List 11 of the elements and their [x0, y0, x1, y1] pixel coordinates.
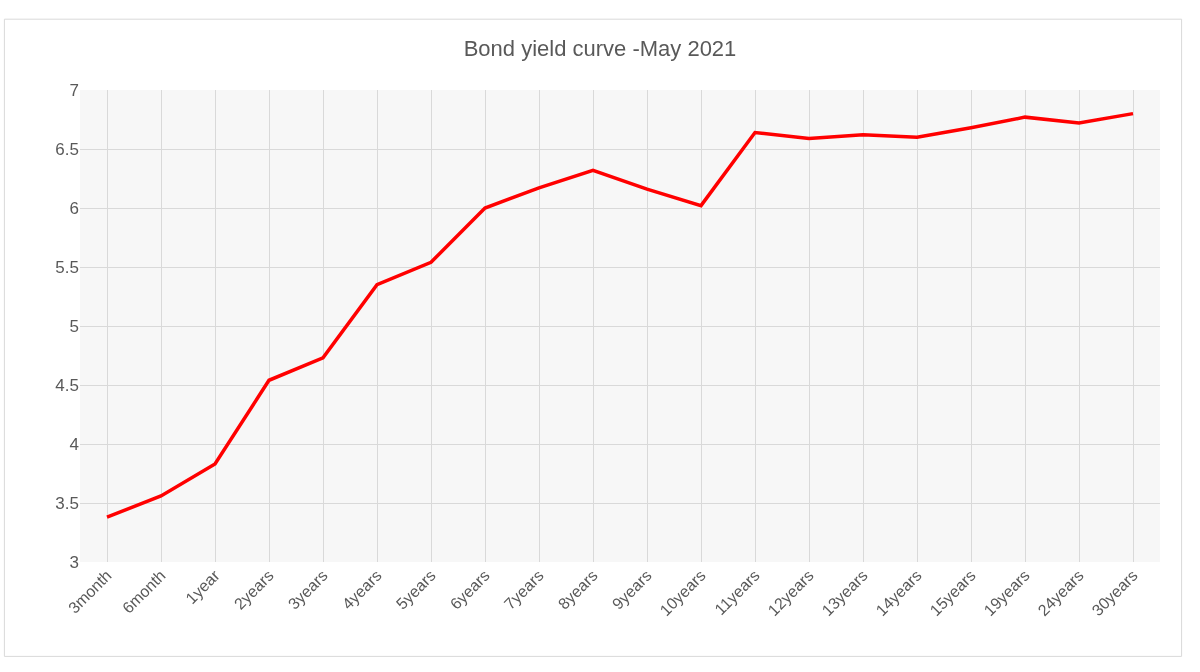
y-tick-label: 3	[69, 552, 79, 572]
y-tick-label: 4.5	[55, 375, 79, 395]
y-tick-label: 7	[69, 80, 79, 100]
line-series	[105, 111, 1135, 519]
y-tick-label: 3.5	[55, 493, 79, 513]
y-tick-label: 6	[69, 198, 79, 218]
chart-title: Bond yield curve -May 2021	[463, 35, 737, 61]
y-tick-label: 6.5	[55, 139, 79, 159]
y-tick-label: 5.5	[55, 257, 79, 277]
y-tick-label: 5	[69, 316, 79, 336]
y-tick-label: 4	[69, 434, 79, 454]
